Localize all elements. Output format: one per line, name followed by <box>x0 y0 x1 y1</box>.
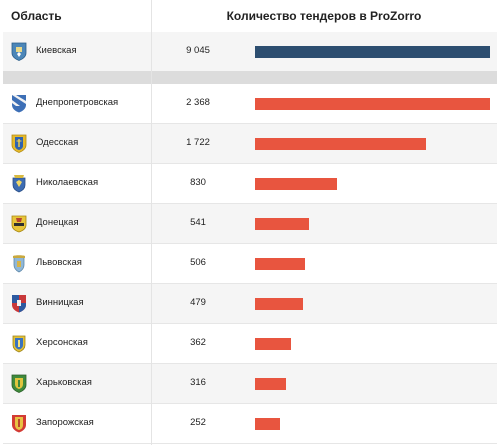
tender-count: 830 <box>190 177 206 188</box>
column-divider <box>151 0 152 445</box>
tender-count: 2 368 <box>186 97 210 108</box>
bar-kherson <box>255 338 291 350</box>
table-row: Днепропетровская 2 368 <box>3 84 497 124</box>
tender-count: 479 <box>190 297 206 308</box>
table-row: Одесская 1 722 <box>3 124 497 164</box>
tender-count: 506 <box>190 257 206 268</box>
bar-odesa <box>255 138 426 150</box>
tender-count: 316 <box>190 377 206 388</box>
tender-count: 252 <box>190 417 206 428</box>
region-column-header: Область <box>11 9 62 23</box>
region-name: Запорожская <box>36 417 94 428</box>
bar-donetsk <box>255 218 309 230</box>
table-row: Запорожская 252 <box>3 404 497 444</box>
tender-count: 9 045 <box>186 45 210 56</box>
tender-count: 541 <box>190 217 206 228</box>
region-name: Херсонская <box>36 337 88 348</box>
odesa-crest-icon <box>11 134 27 153</box>
bar-zaporizhzhia <box>255 418 280 430</box>
table-row: Харьковская 316 <box>3 364 497 404</box>
table-row: Николаевская 830 <box>3 164 497 204</box>
table-row: Львовская 506 <box>3 244 497 284</box>
bar-lviv <box>255 258 305 270</box>
region-name: Одесская <box>36 137 79 148</box>
table-row: Херсонская 362 <box>3 324 497 364</box>
dnipropetrovsk-crest-icon <box>12 95 26 113</box>
bar-mykolaiv <box>255 178 337 190</box>
mykolaiv-crest-icon <box>12 175 26 193</box>
table-row: Винницкая 479 <box>3 284 497 324</box>
region-name: Винницкая <box>36 297 84 308</box>
lviv-crest-icon <box>13 255 25 273</box>
bar-dnipropetrovsk <box>255 98 490 110</box>
bar-vinnytsia <box>255 298 303 310</box>
region-name: Николаевская <box>36 177 99 188</box>
group-divider <box>3 71 497 84</box>
bar-kyiv <box>255 46 490 58</box>
region-name: Киевская <box>36 45 77 56</box>
count-column-header: Количество тендеров в ProZorro <box>226 9 422 23</box>
region-name: Днепропетровская <box>36 97 119 108</box>
region-name: Львовская <box>36 257 82 268</box>
table-row: Киевская 9 045 <box>3 32 497 72</box>
region-name: Донецкая <box>36 217 79 228</box>
kherson-crest-icon <box>12 335 26 353</box>
kyiv-crest-icon <box>11 42 27 61</box>
donetsk-crest-icon <box>11 215 27 233</box>
tender-count: 1 722 <box>186 137 210 148</box>
vinnytsia-crest-icon <box>12 295 26 313</box>
bar-kharkiv <box>255 378 286 390</box>
tenders-table: Область Количество тендеров в ProZorro К… <box>3 0 497 445</box>
tender-count: 362 <box>190 337 206 348</box>
kharkiv-crest-icon <box>11 374 27 393</box>
region-name: Харьковская <box>36 377 92 388</box>
table-header: Область Количество тендеров в ProZorro <box>3 0 497 33</box>
zaporizhzhia-crest-icon <box>12 415 26 433</box>
table-row: Донецкая 541 <box>3 204 497 244</box>
